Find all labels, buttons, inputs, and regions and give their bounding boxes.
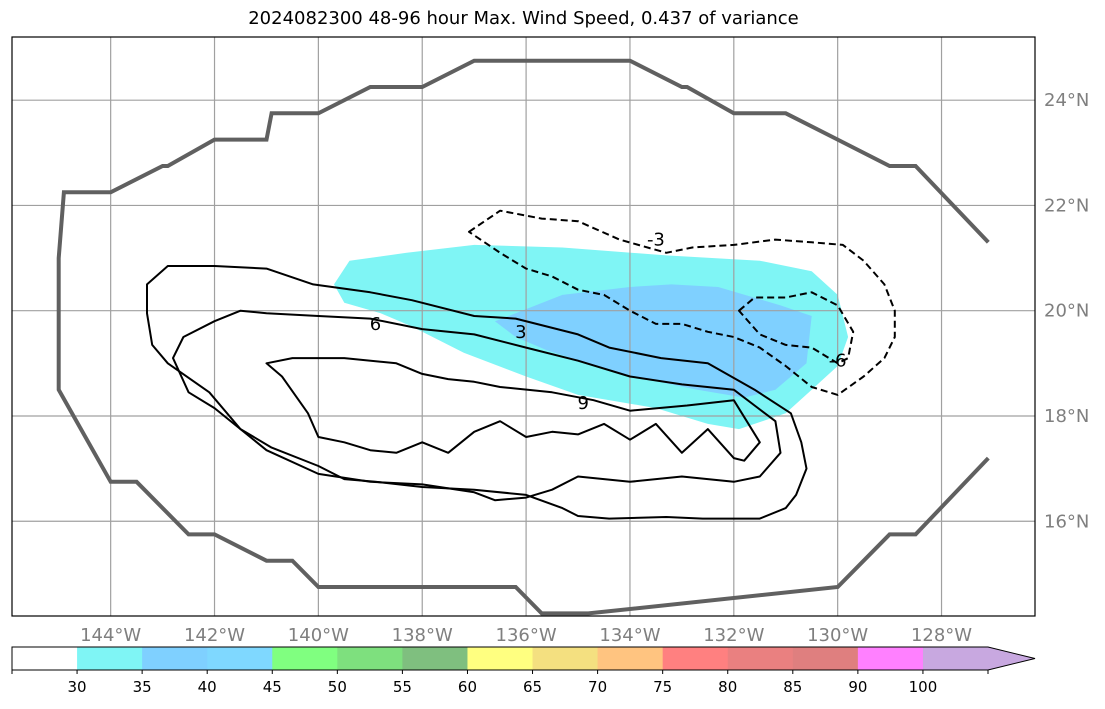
colorbar-under-segment <box>12 647 78 670</box>
domain-outline-line <box>56 58 990 616</box>
filled-contours <box>334 244 849 430</box>
colorbar-tick-label: 70 <box>588 678 607 696</box>
colorbar-segment <box>922 647 989 670</box>
lon-tick-label: 144°W <box>80 625 141 646</box>
colorbar-segment <box>727 647 794 670</box>
contour-line-3 <box>468 209 896 396</box>
contour-label-3: 3 <box>515 322 526 343</box>
lat-tick-label: 24°N <box>1044 90 1089 111</box>
colorbar-tick-label: 45 <box>263 678 282 696</box>
colorbar-tick-label: 80 <box>718 678 737 696</box>
lon-tick-label: 130°W <box>807 625 868 646</box>
colorbar-segment <box>467 647 534 670</box>
contour-lines <box>146 209 896 520</box>
lat-tick-label: 20°N <box>1044 301 1089 322</box>
colorbar-segment <box>207 647 273 670</box>
filled-contour-35 <box>494 284 812 398</box>
colorbar-tick-label: 55 <box>393 678 412 696</box>
colorbar-tick-label: 30 <box>68 678 87 696</box>
lon-tick-label: 134°W <box>599 625 660 646</box>
colorbar-tick-label: 40 <box>198 678 217 696</box>
contour-line-6 <box>738 291 855 365</box>
lat-tick-label: 22°N <box>1044 195 1089 216</box>
colorbar-segment <box>402 647 468 670</box>
colorbar-segment <box>272 647 338 670</box>
lon-tick-label: 136°W <box>496 625 557 646</box>
contour-label-9: 9 <box>577 393 588 414</box>
colorbar-tick-label: 35 <box>133 678 152 696</box>
lat-tick-label: 18°N <box>1044 406 1089 427</box>
colorbar-tick-label: 100 <box>909 678 938 696</box>
colorbar-tick-label: 50 <box>328 678 347 696</box>
colorbar-segment <box>857 647 924 670</box>
lon-tick-label: 142°W <box>184 625 245 646</box>
colorbar-segment <box>662 647 729 670</box>
domain-outline <box>56 58 990 616</box>
lon-tick-label: 132°W <box>703 625 764 646</box>
map-frame <box>11 36 1036 617</box>
colorbar-segment <box>142 647 208 670</box>
lon-tick-label: 128°W <box>911 625 972 646</box>
lat-tick-label: 16°N <box>1044 511 1089 532</box>
lon-tick-label: 138°W <box>392 625 453 646</box>
contour-label-3: -3 <box>647 230 665 251</box>
contour-label-6: 6 <box>370 314 381 335</box>
colorbar-tick-label: 85 <box>783 678 802 696</box>
contour-labels: 6 3 9 -3 -6 <box>370 230 847 414</box>
contour-line-6 <box>172 309 782 502</box>
colorbar-tick-label: 60 <box>458 678 477 696</box>
colorbar-segment <box>532 647 599 670</box>
colorbar-extend-arrow <box>988 647 1035 670</box>
chart-title: 2024082300 48-96 hour Max. Wind Speed, 0… <box>248 8 799 29</box>
lon-tick-label: 140°W <box>288 625 349 646</box>
contour-label-6: -6 <box>829 351 847 372</box>
colorbar-tick-label: 90 <box>848 678 867 696</box>
longitude-labels: 144°W 142°W 140°W 138°W 136°W 134°W 132°W 130°W… <box>80 625 972 646</box>
colorbar-segment <box>77 647 143 670</box>
colorbar-tick-label: 65 <box>523 678 542 696</box>
colorbar-tick-label: 75 <box>653 678 672 696</box>
colorbar-segment <box>792 647 859 670</box>
colorbar-segment <box>337 647 403 670</box>
contour-line-9 <box>265 357 761 462</box>
contour-line-3 <box>146 265 808 520</box>
colorbar: 30 35 40 45 50 55 60 65 70 75 80 85 90 100 <box>11 646 1036 696</box>
colorbar-segment <box>597 647 664 670</box>
colorbar-outline <box>11 646 1036 671</box>
latitude-labels: 16°N 18°N 20°N 22°N 24°N <box>1044 90 1089 532</box>
